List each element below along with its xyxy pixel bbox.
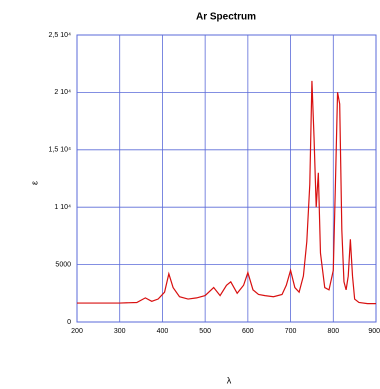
x-tick-label: 300 [114,328,126,335]
y-tick-label: 2 10⁴ [54,89,71,96]
y-tick-label: 1 10⁴ [54,204,71,211]
y-tick-label: 2,5 10⁴ [49,32,71,39]
spectrum-line [77,80,376,305]
y-axis-label: ε [29,181,39,185]
chart-title: Ar Spectrum [196,12,256,23]
x-tick-label: 800 [327,328,339,335]
y-tick-label: 0 [67,319,71,326]
x-tick-label: 900 [368,328,380,335]
plot-frame [76,34,377,323]
y-tick-label: 1,5 10⁴ [49,147,71,154]
x-tick-label: 500 [199,328,211,335]
x-axis-label: λ [227,375,232,385]
x-tick-label: 400 [157,328,169,335]
x-tick-label: 600 [242,328,254,335]
x-tick-label: 700 [285,328,297,335]
x-tick-label: 200 [71,328,83,335]
y-tick-label: 5000 [55,261,71,268]
